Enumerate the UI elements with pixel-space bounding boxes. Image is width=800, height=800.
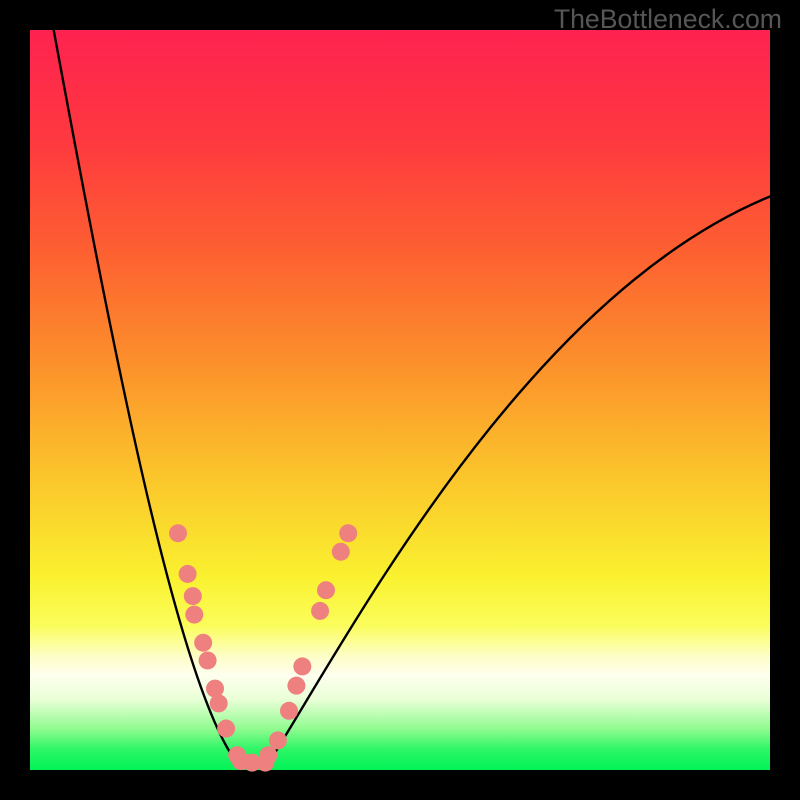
data-marker (287, 677, 305, 695)
data-marker (280, 702, 298, 720)
watermark-label: TheBottleneck.com (554, 4, 782, 35)
data-marker (217, 720, 235, 738)
data-marker (259, 746, 277, 764)
data-marker (185, 606, 203, 624)
data-marker (332, 543, 350, 561)
data-marker (210, 694, 228, 712)
data-marker (269, 731, 287, 749)
bottleneck-chart (0, 0, 800, 800)
data-marker (179, 565, 197, 583)
data-marker (311, 602, 329, 620)
data-marker (194, 634, 212, 652)
data-marker (339, 524, 357, 542)
data-marker (293, 657, 311, 675)
data-marker (184, 587, 202, 605)
data-marker (317, 581, 335, 599)
plot-background (30, 30, 770, 770)
chart-stage: TheBottleneck.com (0, 0, 800, 800)
data-marker (169, 524, 187, 542)
data-marker (199, 651, 217, 669)
